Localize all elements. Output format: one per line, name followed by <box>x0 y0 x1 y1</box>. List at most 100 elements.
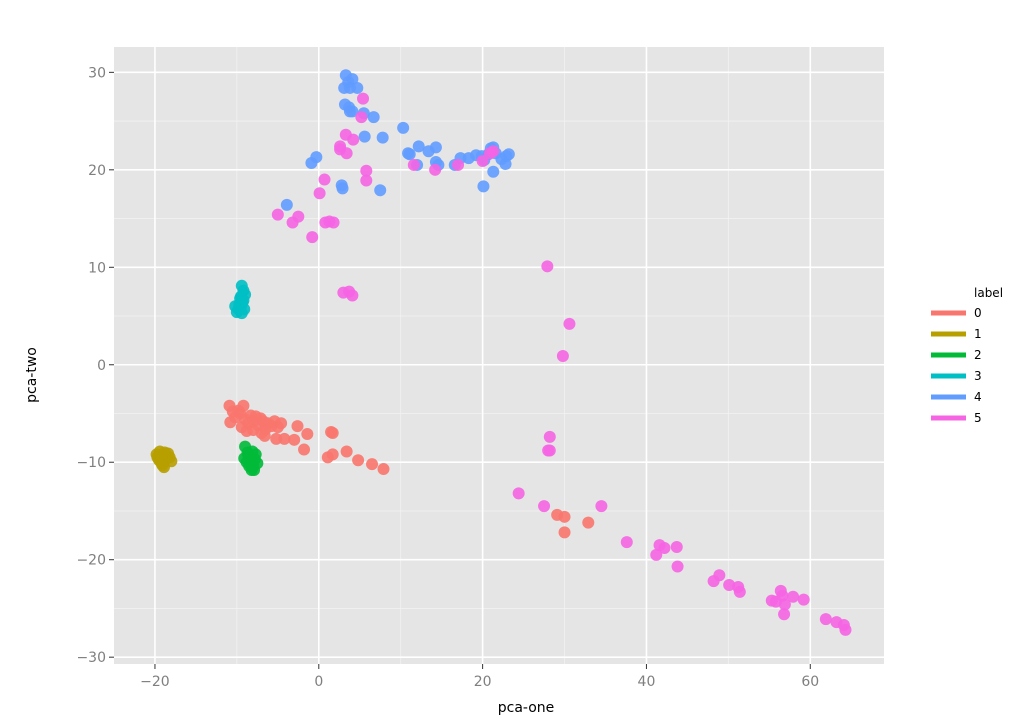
data-point <box>670 541 683 554</box>
data-point <box>326 426 339 439</box>
y-tick-label: −10 <box>76 455 106 471</box>
data-point <box>582 516 595 529</box>
data-point <box>543 444 556 457</box>
data-point <box>671 560 684 573</box>
data-point <box>275 417 288 430</box>
x-tick-label: 40 <box>638 674 656 690</box>
data-point <box>487 145 500 158</box>
data-point <box>224 416 237 429</box>
data-point <box>280 198 293 211</box>
x-tick-label: 0 <box>314 674 323 690</box>
data-point <box>366 458 379 471</box>
data-point <box>306 231 319 244</box>
series-2 <box>238 440 264 477</box>
x-tick-label: 60 <box>801 674 819 690</box>
data-point <box>403 148 416 161</box>
data-point <box>558 510 571 523</box>
data-point <box>313 187 326 200</box>
data-point <box>158 446 171 459</box>
x-axis-ticks: −20 0 20 40 60 <box>140 664 819 690</box>
data-point <box>347 133 360 146</box>
data-point <box>326 448 339 461</box>
data-point <box>429 141 442 154</box>
major-gridlines <box>114 47 884 664</box>
data-point <box>407 158 420 171</box>
data-point <box>397 121 410 134</box>
data-point <box>733 585 746 598</box>
data-point <box>558 526 571 539</box>
data-point <box>298 443 311 456</box>
data-point <box>351 81 364 94</box>
data-point <box>595 500 608 513</box>
data-point <box>352 454 365 467</box>
data-point <box>288 433 301 446</box>
data-point <box>787 590 800 603</box>
y-axis-ticks: −30 −20 −10 0 10 20 30 <box>76 65 114 666</box>
y-tick-label: −30 <box>76 650 106 666</box>
data-point <box>310 151 323 164</box>
data-point <box>538 500 551 513</box>
data-point <box>358 130 371 143</box>
data-point <box>499 157 512 170</box>
legend-label: 1 <box>974 327 982 341</box>
data-point <box>778 608 791 621</box>
data-point <box>452 158 465 171</box>
y-tick-label: −20 <box>76 553 106 569</box>
data-point <box>234 290 247 303</box>
y-tick-label: 20 <box>88 163 106 179</box>
data-point <box>477 180 490 193</box>
data-point <box>620 536 633 549</box>
data-point <box>543 430 556 443</box>
data-point <box>723 579 736 592</box>
data-point <box>487 165 500 178</box>
data-point <box>229 300 242 313</box>
data-point <box>797 593 810 606</box>
data-point <box>355 111 368 124</box>
data-point <box>429 163 442 176</box>
data-point <box>502 148 515 161</box>
data-point <box>278 432 291 445</box>
data-point <box>247 460 260 473</box>
legend-label: 2 <box>974 348 982 362</box>
legend-label: 3 <box>974 369 982 383</box>
series-3 <box>229 279 252 320</box>
data-point <box>336 182 349 195</box>
y-axis-title: pca-two <box>24 347 40 403</box>
data-point <box>301 427 314 440</box>
data-point <box>156 459 169 472</box>
legend-label: 0 <box>974 306 982 320</box>
legend-title: label <box>974 286 1003 300</box>
data-point <box>258 429 271 442</box>
data-point <box>412 140 425 153</box>
data-point <box>476 155 489 168</box>
data-point <box>340 147 353 160</box>
legend-items: 0 1 2 3 4 5 <box>931 306 982 425</box>
data-point <box>556 349 569 362</box>
data-point <box>271 208 284 221</box>
data-point <box>232 404 245 417</box>
y-tick-label: 10 <box>88 260 106 276</box>
x-tick-label: 20 <box>474 674 492 690</box>
data-point <box>360 164 373 177</box>
data-point <box>819 613 832 626</box>
data-point <box>839 623 852 636</box>
x-axis-title: pca-one <box>498 700 555 716</box>
data-point <box>340 445 353 458</box>
data-point <box>346 289 359 302</box>
data-point <box>286 216 299 229</box>
data-point <box>512 487 525 500</box>
data-point <box>377 463 390 476</box>
data-point <box>376 131 389 144</box>
data-point <box>327 216 340 229</box>
y-tick-label: 0 <box>97 358 106 374</box>
legend-label: 5 <box>974 411 982 425</box>
data-point <box>563 317 576 330</box>
series-5 <box>271 92 852 636</box>
data-point <box>346 105 359 118</box>
series-0 <box>223 399 595 539</box>
data-point <box>374 184 387 197</box>
data-point <box>291 420 304 433</box>
legend: label 0 1 2 3 4 5 <box>931 286 1003 425</box>
series-1 <box>150 445 178 474</box>
